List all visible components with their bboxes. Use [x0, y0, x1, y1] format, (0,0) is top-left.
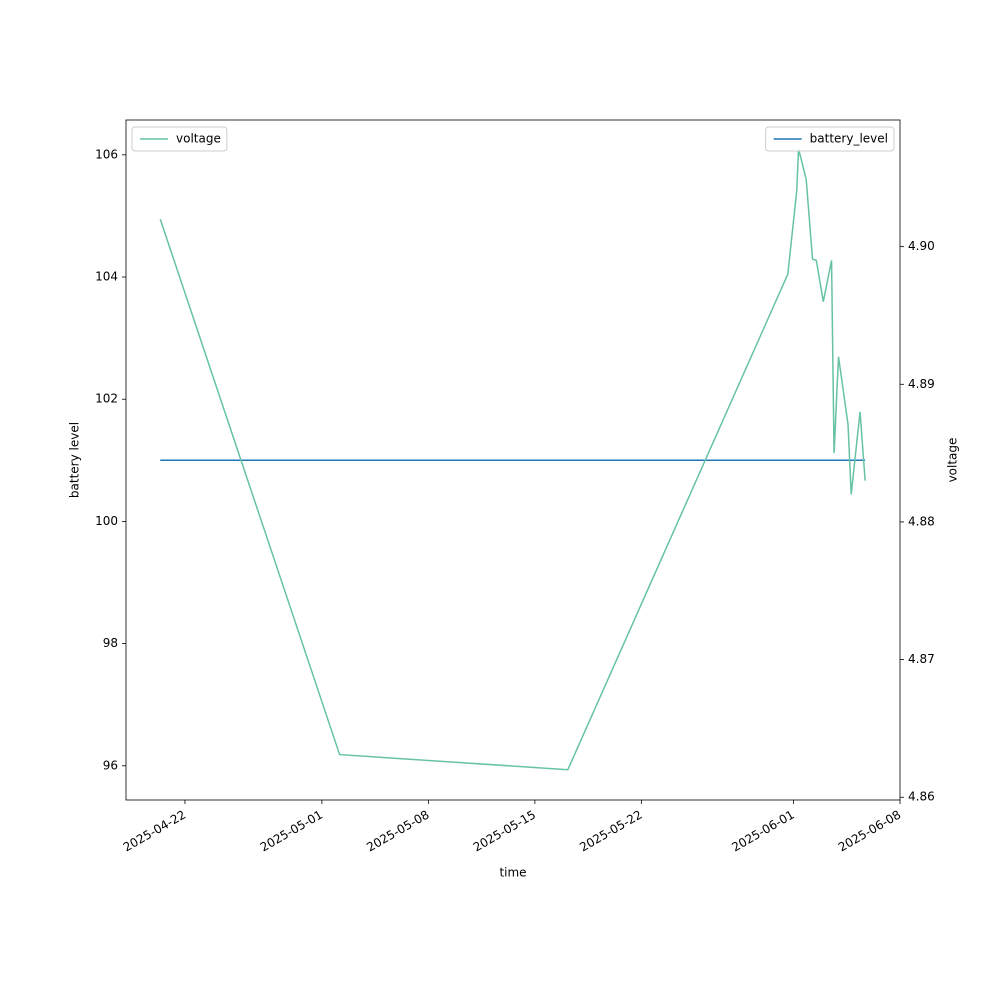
x-tick-label: 2025-04-22	[121, 808, 188, 855]
x-tick-label: 2025-06-08	[836, 808, 903, 855]
legend-label: voltage	[176, 132, 221, 146]
legend-label: battery_level	[810, 132, 888, 146]
y2-axis-label: voltage	[946, 438, 960, 483]
legend-box	[131, 126, 228, 152]
x-tick-label: 2025-05-15	[471, 808, 538, 855]
y2-tick-label: 4.89	[908, 377, 935, 391]
series-line	[159, 148, 866, 771]
y2-tick-label: 4.88	[908, 514, 935, 528]
y2-tick-label: 4.86	[908, 790, 935, 804]
x-tick-label: 2025-06-01	[729, 808, 796, 855]
y2-tick-label: 4.90	[908, 239, 935, 253]
legend-box	[765, 126, 895, 152]
y-tick-label: 96	[103, 758, 118, 772]
legend: battery_level	[765, 126, 895, 152]
y-tick-label: 102	[95, 392, 118, 406]
y2-tick-label: 4.87	[908, 652, 935, 666]
legend: voltage	[131, 126, 228, 152]
x-axis-label: time	[499, 866, 526, 880]
y-tick-label: 100	[95, 514, 118, 528]
y-tick-label: 106	[95, 147, 118, 161]
x-tick-label: 2025-05-01	[258, 808, 325, 855]
y-tick-label: 98	[103, 636, 118, 650]
plot-frame	[125, 119, 901, 801]
x-tick-label: 2025-05-22	[577, 808, 644, 855]
y-axis-label: battery level	[68, 422, 82, 498]
y-tick-label: 104	[95, 270, 118, 284]
x-tick-label: 2025-05-08	[364, 808, 431, 855]
